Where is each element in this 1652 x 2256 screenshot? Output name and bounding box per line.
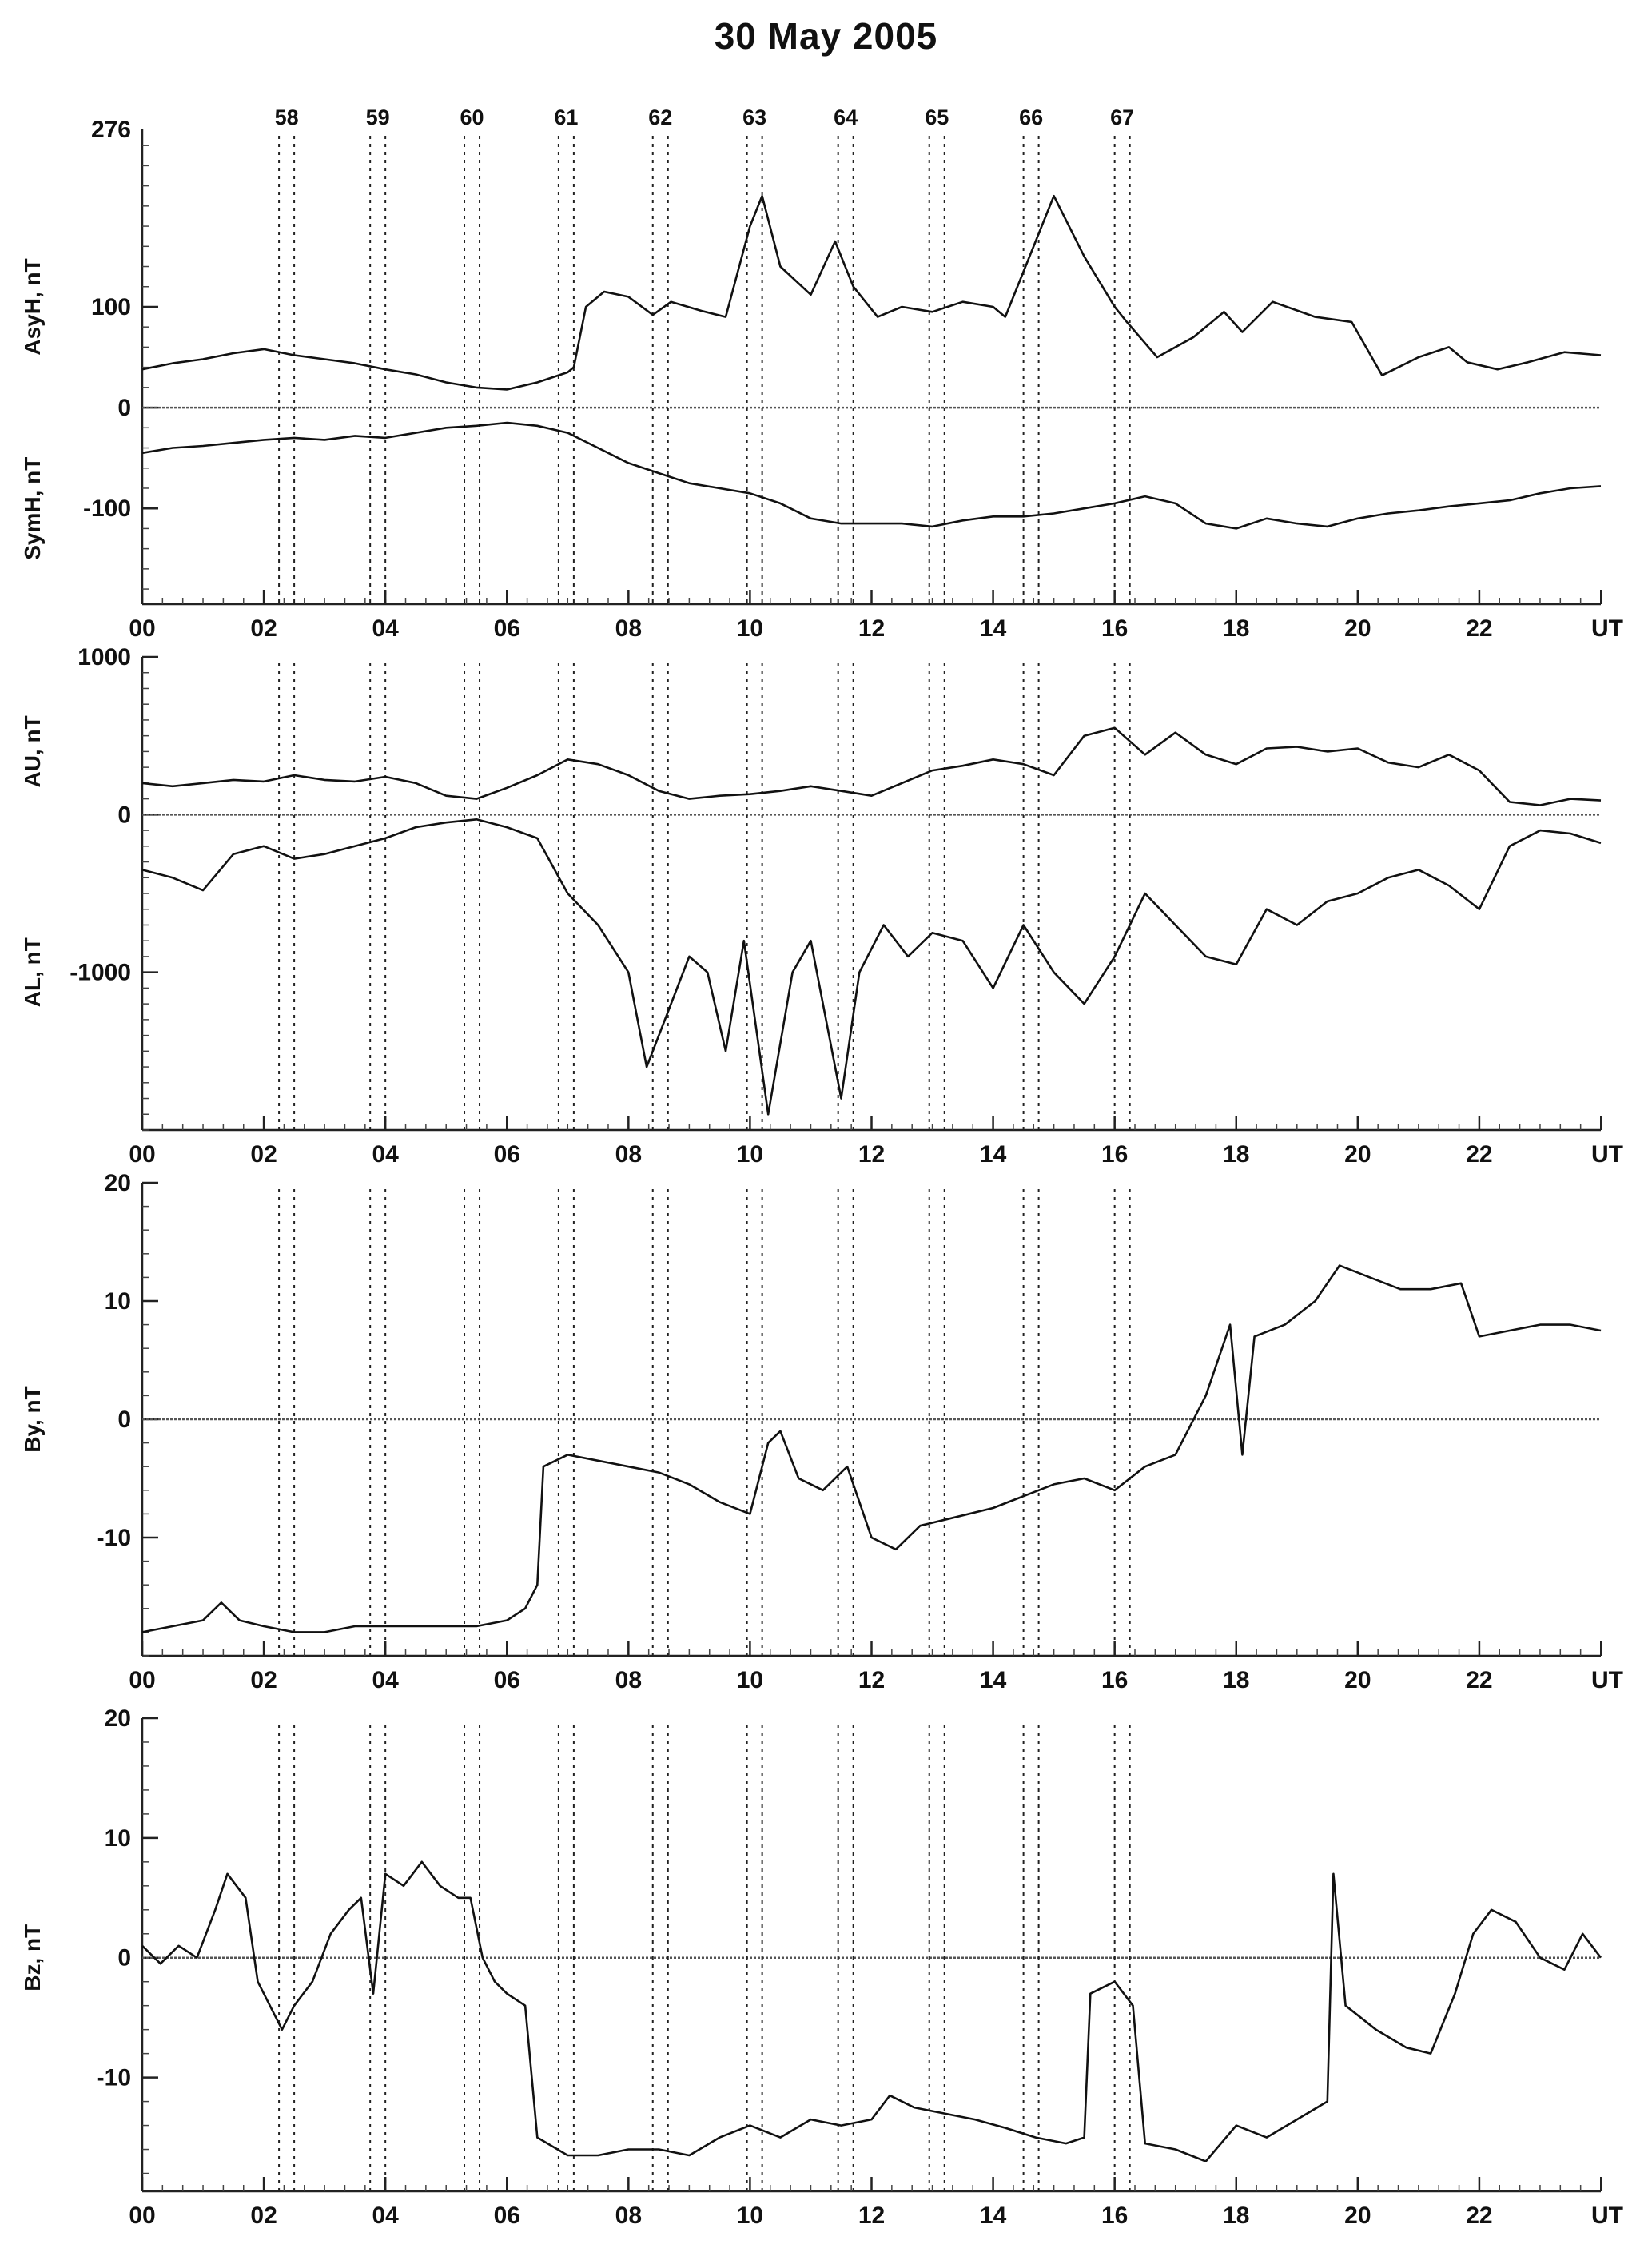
y-tick-label: 100 [91, 294, 131, 320]
x-tick-label: 22 [1466, 2202, 1492, 2229]
series-line-al [141, 818, 1602, 1116]
y-tick-label: 0 [117, 395, 131, 421]
x-tick-label: 22 [1466, 1141, 1492, 1168]
x-tick-label: 12 [858, 1141, 885, 1168]
y-tick-label: 10 [105, 1288, 131, 1315]
x-tick-label: 12 [858, 1667, 885, 1693]
x-tick-label: 08 [615, 2202, 642, 2229]
event-marker-label: 66 [1019, 105, 1043, 129]
x-tick-label: 00 [129, 1667, 155, 1693]
x-tick-label: 14 [980, 1141, 1007, 1168]
y-axis-label: By, nT [20, 1386, 45, 1452]
event-marker-label: 63 [742, 105, 766, 129]
y-tick-label: 0 [117, 1407, 131, 1433]
y-top-label: 276 [91, 117, 131, 143]
x-tick-label: 18 [1223, 615, 1249, 642]
x-unit-label: UT [1591, 1667, 1623, 1693]
y-axis-label: AL, nT [20, 937, 45, 1007]
event-marker-label: 67 [1110, 105, 1134, 129]
x-tick-label: 16 [1101, 1667, 1128, 1693]
x-tick-label: 06 [494, 1667, 520, 1693]
y-axis-label: SymH, nT [20, 457, 45, 560]
series-line-asyh [141, 194, 1602, 391]
event-marker-label: 60 [460, 105, 484, 129]
x-tick-label: 20 [1344, 1141, 1371, 1168]
x-tick-label: 20 [1344, 615, 1371, 642]
x-tick-label: 06 [494, 2202, 520, 2229]
y-tick-label: -10 [97, 1525, 131, 1551]
x-tick-label: 08 [615, 615, 642, 642]
x-tick-label: 02 [250, 615, 277, 642]
x-unit-label: UT [1591, 1141, 1623, 1168]
x-tick-label: 02 [250, 1141, 277, 1168]
event-marker-label: 59 [366, 105, 390, 129]
x-tick-label: 20 [1344, 1667, 1371, 1693]
y-tick-label: 20 [105, 1170, 131, 1196]
x-tick-label: 22 [1466, 615, 1492, 642]
event-marker-label: 61 [554, 105, 578, 129]
x-tick-label: 16 [1101, 1141, 1128, 1168]
y-axis-label: AsyH, nT [20, 258, 45, 355]
x-tick-label: 10 [737, 615, 763, 642]
x-tick-label: 10 [737, 1141, 763, 1168]
series-line-by [141, 1264, 1602, 1633]
y-tick-label: 0 [117, 802, 131, 828]
x-tick-label: 22 [1466, 1667, 1492, 1693]
x-tick-label: 18 [1223, 1141, 1249, 1168]
x-tick-label: 00 [129, 1141, 155, 1168]
x-unit-label: UT [1591, 615, 1623, 642]
x-tick-label: 04 [372, 1667, 399, 1693]
x-tick-label: 16 [1101, 2202, 1128, 2229]
x-tick-label: 12 [858, 615, 885, 642]
y-tick-label: -100 [83, 495, 131, 522]
series-line-bz [141, 1860, 1602, 2162]
x-tick-label: 10 [737, 1667, 763, 1693]
x-tick-label: 14 [980, 2202, 1007, 2229]
x-tick-label: 00 [129, 615, 155, 642]
x-unit-label: UT [1591, 2202, 1623, 2229]
y-tick-label: -10 [97, 2065, 131, 2091]
x-tick-label: 14 [980, 1667, 1007, 1693]
y-tick-label: 0 [117, 1945, 131, 1972]
y-tick-label: -1000 [70, 960, 131, 986]
event-marker-label: 64 [834, 105, 858, 129]
x-tick-label: 08 [615, 1667, 642, 1693]
event-marker-label: 62 [648, 105, 672, 129]
x-tick-label: 04 [372, 1141, 399, 1168]
series-line-au [141, 726, 1602, 806]
x-tick-label: 06 [494, 1141, 520, 1168]
x-tick-label: 06 [494, 615, 520, 642]
y-axis-label: Bz, nT [20, 1924, 45, 1991]
x-tick-label: 12 [858, 2202, 885, 2229]
x-tick-label: 04 [372, 615, 399, 642]
event-marker-label: 65 [925, 105, 949, 129]
x-tick-label: 02 [250, 1667, 277, 1693]
x-tick-label: 00 [129, 2202, 155, 2229]
series-line-symh [141, 421, 1602, 530]
x-tick-label: 10 [737, 2202, 763, 2229]
x-tick-label: 02 [250, 2202, 277, 2229]
y-axis-label: AU, nT [20, 715, 45, 787]
x-tick-label: 20 [1344, 2202, 1371, 2229]
x-tick-label: 04 [372, 2202, 399, 2229]
y-tick-label: 1000 [78, 644, 131, 670]
y-tick-label: 10 [105, 1825, 131, 1852]
event-marker-label: 58 [275, 105, 299, 129]
x-tick-label: 16 [1101, 615, 1128, 642]
x-tick-label: 18 [1223, 1667, 1249, 1693]
chart-title: 30 May 2005 [714, 15, 938, 57]
y-tick-label: 20 [105, 1705, 131, 1732]
x-tick-label: 18 [1223, 2202, 1249, 2229]
x-tick-label: 08 [615, 1141, 642, 1168]
x-tick-label: 14 [980, 615, 1007, 642]
